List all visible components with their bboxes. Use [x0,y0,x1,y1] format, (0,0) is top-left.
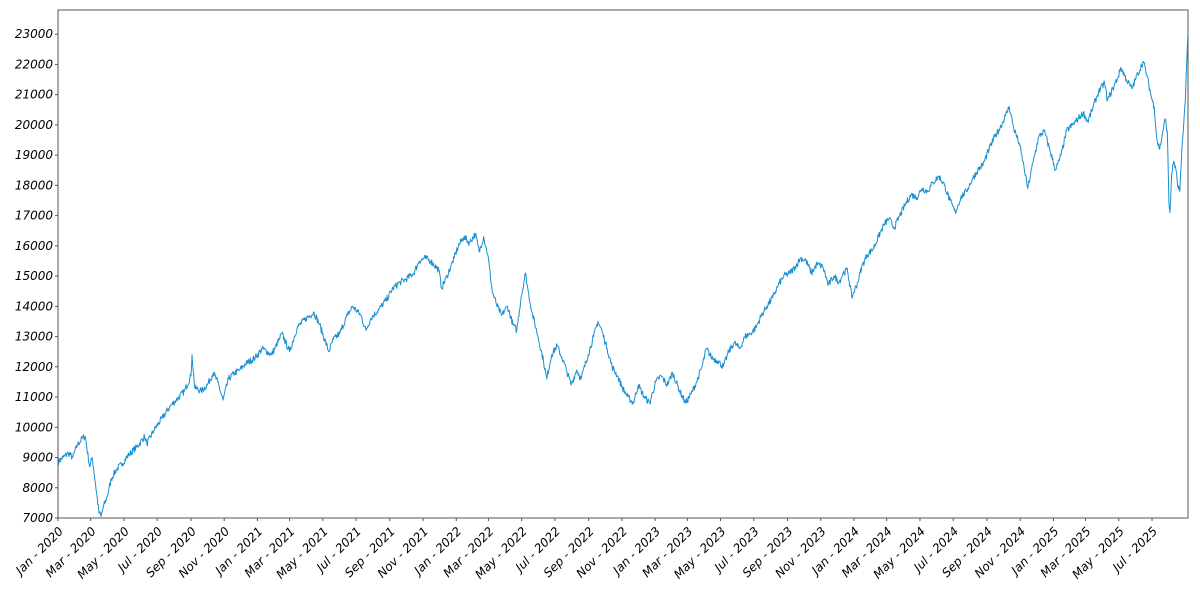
y-tick-label: 15000 [15,269,54,283]
y-tick-label: 23000 [15,27,54,41]
y-tick-label: 9000 [22,451,53,465]
y-tick-label: 13000 [15,330,54,344]
series-line [57,31,1189,517]
y-tick-label: 14000 [15,299,54,313]
y-tick-label: 10000 [15,420,54,434]
y-tick-label: 19000 [15,148,54,162]
y-tick-label: 22000 [15,57,54,71]
y-tick-label: 16000 [15,239,54,253]
plot-area [57,9,1189,519]
y-axis: 7000 8000 9000 10000 11000 12000 13000 14000 150… [15,27,58,525]
y-tick-label: 18000 [15,178,54,192]
y-tick-label: 7000 [22,511,53,525]
y-tick-label: 11000 [15,390,54,404]
y-tick-label: 20000 [15,118,54,132]
y-tick-label: 8000 [22,481,53,495]
y-tick-label: 12000 [15,360,54,374]
y-tick-label: 17000 [15,209,54,223]
y-tick-label: 21000 [15,88,54,102]
